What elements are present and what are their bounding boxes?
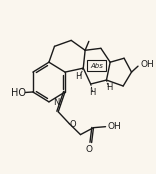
Text: O: O <box>70 120 76 129</box>
Text: Abs: Abs <box>90 63 103 69</box>
Text: N: N <box>53 98 59 107</box>
Text: OH: OH <box>107 122 121 131</box>
Text: HO: HO <box>10 88 26 98</box>
Text: H: H <box>106 84 112 93</box>
Text: H: H <box>89 88 96 97</box>
Text: O: O <box>85 145 92 154</box>
Text: H: H <box>76 72 82 81</box>
Text: OH: OH <box>141 60 155 69</box>
FancyBboxPatch shape <box>87 60 106 71</box>
